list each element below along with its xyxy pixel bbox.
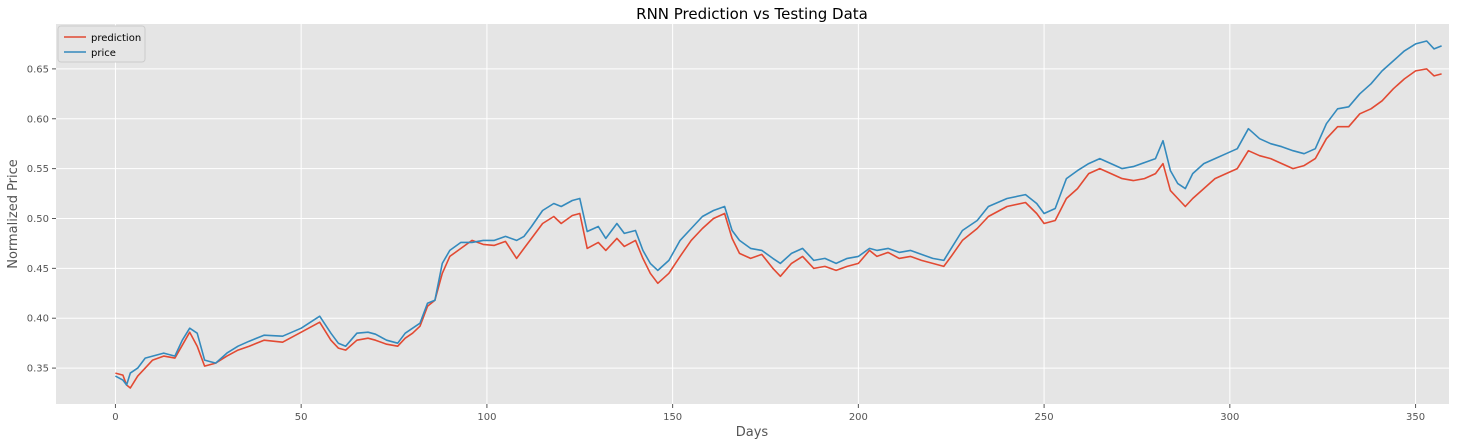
grid-lines	[56, 24, 1449, 404]
series-line-price	[115, 40, 1442, 386]
x-tick-label: 250	[1035, 412, 1054, 423]
y-tick-label: 0.35	[27, 364, 49, 375]
x-tick-label: 0	[112, 412, 118, 423]
plot-background	[56, 24, 1449, 404]
legend-price-label: price	[91, 48, 116, 59]
x-tick-label: 50	[295, 412, 308, 423]
x-tick-label: 300	[1220, 412, 1239, 423]
y-tick-label: 0.50	[27, 214, 49, 225]
y-axis-label: Normalized Price	[6, 159, 21, 269]
legend: prediction price	[57, 25, 146, 63]
y-tick-label: 0.45	[27, 264, 49, 275]
y-tick-label: 0.55	[27, 164, 49, 175]
y-tick-label: 0.40	[27, 314, 49, 325]
x-tick-label: 350	[1406, 412, 1425, 423]
x-tick-label: 200	[849, 412, 868, 423]
chart-title: RNN Prediction vs Testing Data	[636, 5, 868, 23]
x-tick-label: 100	[477, 412, 496, 423]
x-axis-ticks: 0 50 100 150 200 250 300 350	[112, 404, 1425, 423]
series-line-prediction	[115, 68, 1442, 389]
legend-prediction-label: prediction	[91, 33, 141, 44]
x-axis-label: Days	[736, 425, 769, 440]
legend-box	[57, 25, 146, 63]
x-tick-label: 150	[663, 412, 682, 423]
y-tick-label: 0.65	[27, 64, 49, 75]
series-layer	[115, 40, 1442, 389]
y-axis-ticks: 0.35 0.40 0.45 0.50 0.55 0.60 0.65	[27, 64, 56, 375]
y-tick-label: 0.60	[27, 114, 49, 125]
